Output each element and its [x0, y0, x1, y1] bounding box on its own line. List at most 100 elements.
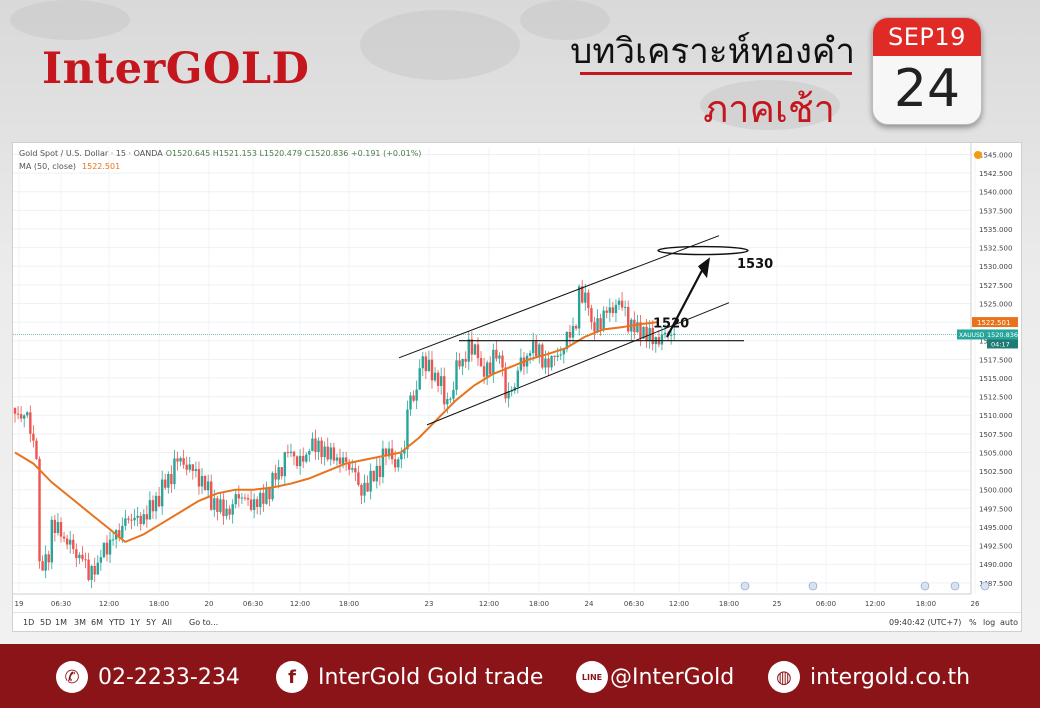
flag-icon [980, 581, 990, 591]
candle-body [393, 459, 397, 468]
timeframe-1d[interactable]: 1D [23, 618, 35, 627]
timeframe-ytd[interactable]: YTD [109, 618, 125, 627]
candle-body [672, 333, 676, 335]
y-tick-label: 1517.500 [979, 356, 1012, 364]
candle-body [90, 565, 93, 581]
candle-body [452, 389, 455, 399]
candle-body [56, 522, 60, 534]
candle-body [203, 476, 207, 491]
candle-body [311, 438, 314, 451]
candle-body [375, 465, 378, 482]
chart-panel[interactable]: 1545.000 1542.500 1540.000 1537.500 1535.000… [12, 142, 1022, 632]
candle-body [663, 332, 667, 335]
candle-body [516, 370, 520, 388]
y-tick-label: 1530.000 [979, 263, 1012, 271]
candle-body [412, 395, 415, 401]
candle-body [409, 395, 412, 410]
candle-body [259, 492, 262, 508]
candle-body [124, 518, 127, 526]
candle-body [32, 433, 35, 441]
candle-body [139, 515, 142, 525]
goto-button[interactable]: Go to... [189, 618, 219, 627]
log-toggle[interactable]: log [983, 618, 996, 627]
candle-body [372, 470, 375, 482]
candle-body [47, 554, 50, 563]
candle-body [62, 536, 66, 539]
ma-value: 1522.501 [82, 162, 121, 171]
candle-body [323, 446, 326, 458]
candle-body [136, 515, 139, 518]
footer-line[interactable]: LINE @InterGold [576, 661, 734, 693]
candle-body [188, 464, 191, 470]
candle-body [406, 409, 409, 450]
channel-lower-line [426, 302, 730, 426]
footer-facebook[interactable]: f InterGold Gold trade [276, 661, 543, 693]
candle-body [243, 497, 247, 499]
candle-body [623, 306, 627, 308]
footer: ✆ 02-2233-234 f InterGold Gold trade LIN… [0, 644, 1040, 708]
candle-body [289, 451, 293, 453]
candle-body [173, 458, 176, 485]
timeframe-5y[interactable]: 5Y [146, 618, 156, 627]
candle-body [65, 538, 69, 545]
candle-body [495, 349, 498, 359]
timeframe-5d[interactable]: 5D [40, 618, 52, 627]
candle-body [605, 310, 608, 313]
candle-body [354, 468, 357, 473]
candle-body [531, 341, 535, 354]
candle-body [302, 455, 305, 462]
timeframe-3m[interactable]: 3M [74, 618, 86, 627]
x-tick-label: 18:00 [149, 600, 169, 608]
candle-body [338, 457, 342, 464]
percent-toggle[interactable]: % [969, 618, 977, 627]
x-tick-label: 18:00 [916, 600, 936, 608]
candle-body [87, 559, 90, 581]
footer-phone[interactable]: ✆ 02-2233-234 [56, 661, 240, 693]
candle-body [387, 448, 391, 457]
candle-body [240, 497, 244, 499]
footer-website[interactable]: ◍ intergold.co.th [768, 661, 970, 693]
candle-body [596, 318, 599, 332]
candle-body [222, 499, 225, 517]
candle-body [78, 554, 81, 559]
timeframe-1m[interactable]: 1M [55, 618, 67, 627]
candle-body [121, 525, 124, 538]
timeframe-all[interactable]: All [162, 618, 172, 627]
calendar-icon: SEP19 24 [872, 17, 982, 125]
timeframe-6m[interactable]: 6M [91, 618, 103, 627]
y-tick-label: 1502.500 [979, 468, 1012, 476]
auto-toggle[interactable]: auto [1000, 618, 1019, 627]
candle-body [360, 484, 363, 496]
candle-body [455, 360, 458, 390]
candle-body [415, 389, 418, 401]
candle-body [26, 412, 29, 416]
phone-icon: ✆ [56, 661, 88, 693]
y-tick-label: 1490.000 [979, 561, 1012, 569]
timeframe-1y[interactable]: 1Y [130, 618, 140, 627]
title-underline [580, 72, 852, 75]
candle-body [357, 472, 360, 485]
candle-body [252, 499, 256, 510]
candle-body [283, 452, 287, 477]
y-tick-label: 1532.500 [979, 245, 1012, 253]
candle-body [194, 469, 198, 471]
candle-body [335, 457, 339, 461]
candle-body [479, 358, 483, 367]
y-tick-label: 1527.500 [979, 282, 1012, 290]
y-tick-label: 1537.500 [979, 207, 1012, 215]
candle-body [206, 481, 210, 491]
candle-body [571, 325, 575, 338]
candle-body [44, 554, 47, 571]
y-tick-label: 1492.500 [979, 543, 1012, 551]
candle-body [378, 465, 382, 478]
candle-body [424, 356, 428, 372]
price-chart[interactable]: 1545.000 1542.500 1540.000 1537.500 1535.000… [13, 143, 1021, 613]
candle-body [151, 500, 155, 512]
y-tick-label: 1510.000 [979, 412, 1012, 420]
header: InterGOLD บทวิเคราะห์ทองคำ ภาคเช้า SEP19… [0, 0, 1040, 135]
level-annotation: 1520 [653, 317, 689, 332]
candle-body [108, 539, 112, 555]
candle-body [191, 464, 195, 471]
candle-body [53, 519, 57, 534]
candle-body [256, 499, 259, 508]
